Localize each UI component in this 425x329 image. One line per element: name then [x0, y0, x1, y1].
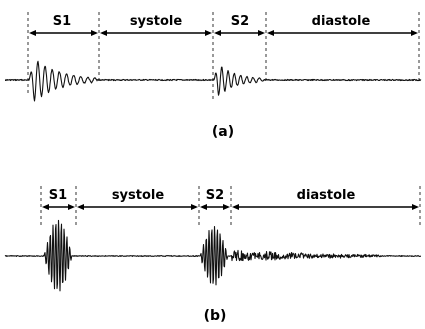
panel-a: S1 systole S2 diastole (a)	[5, 12, 421, 140]
segment-label-s1: S1	[49, 188, 67, 203]
segment-label-s1: S1	[53, 14, 71, 29]
arrow-diastole	[267, 30, 418, 36]
arrow-s2	[200, 204, 230, 210]
segment-label-diastole: diastole	[312, 14, 371, 29]
segment-label-systole: systole	[112, 188, 165, 203]
panel-b: S1 systole S2 diastole (b)	[5, 186, 421, 324]
arrow-diastole	[232, 204, 419, 210]
segment-label-s2: S2	[231, 14, 249, 29]
arrow-systole	[100, 30, 212, 36]
arrow-s1	[42, 204, 75, 210]
waveform-b	[5, 220, 421, 290]
segment-label-systole: systole	[130, 14, 183, 29]
panel-a-arrows	[29, 30, 418, 36]
segment-label-s2: S2	[206, 188, 224, 203]
arrow-s2	[214, 30, 265, 36]
panel-caption-b: (b)	[204, 308, 227, 324]
panel-b-boundaries	[41, 186, 420, 226]
segment-label-diastole: diastole	[297, 188, 356, 203]
arrow-systole	[77, 204, 198, 210]
arrow-s1	[29, 30, 98, 36]
panel-caption-a: (a)	[212, 124, 234, 140]
